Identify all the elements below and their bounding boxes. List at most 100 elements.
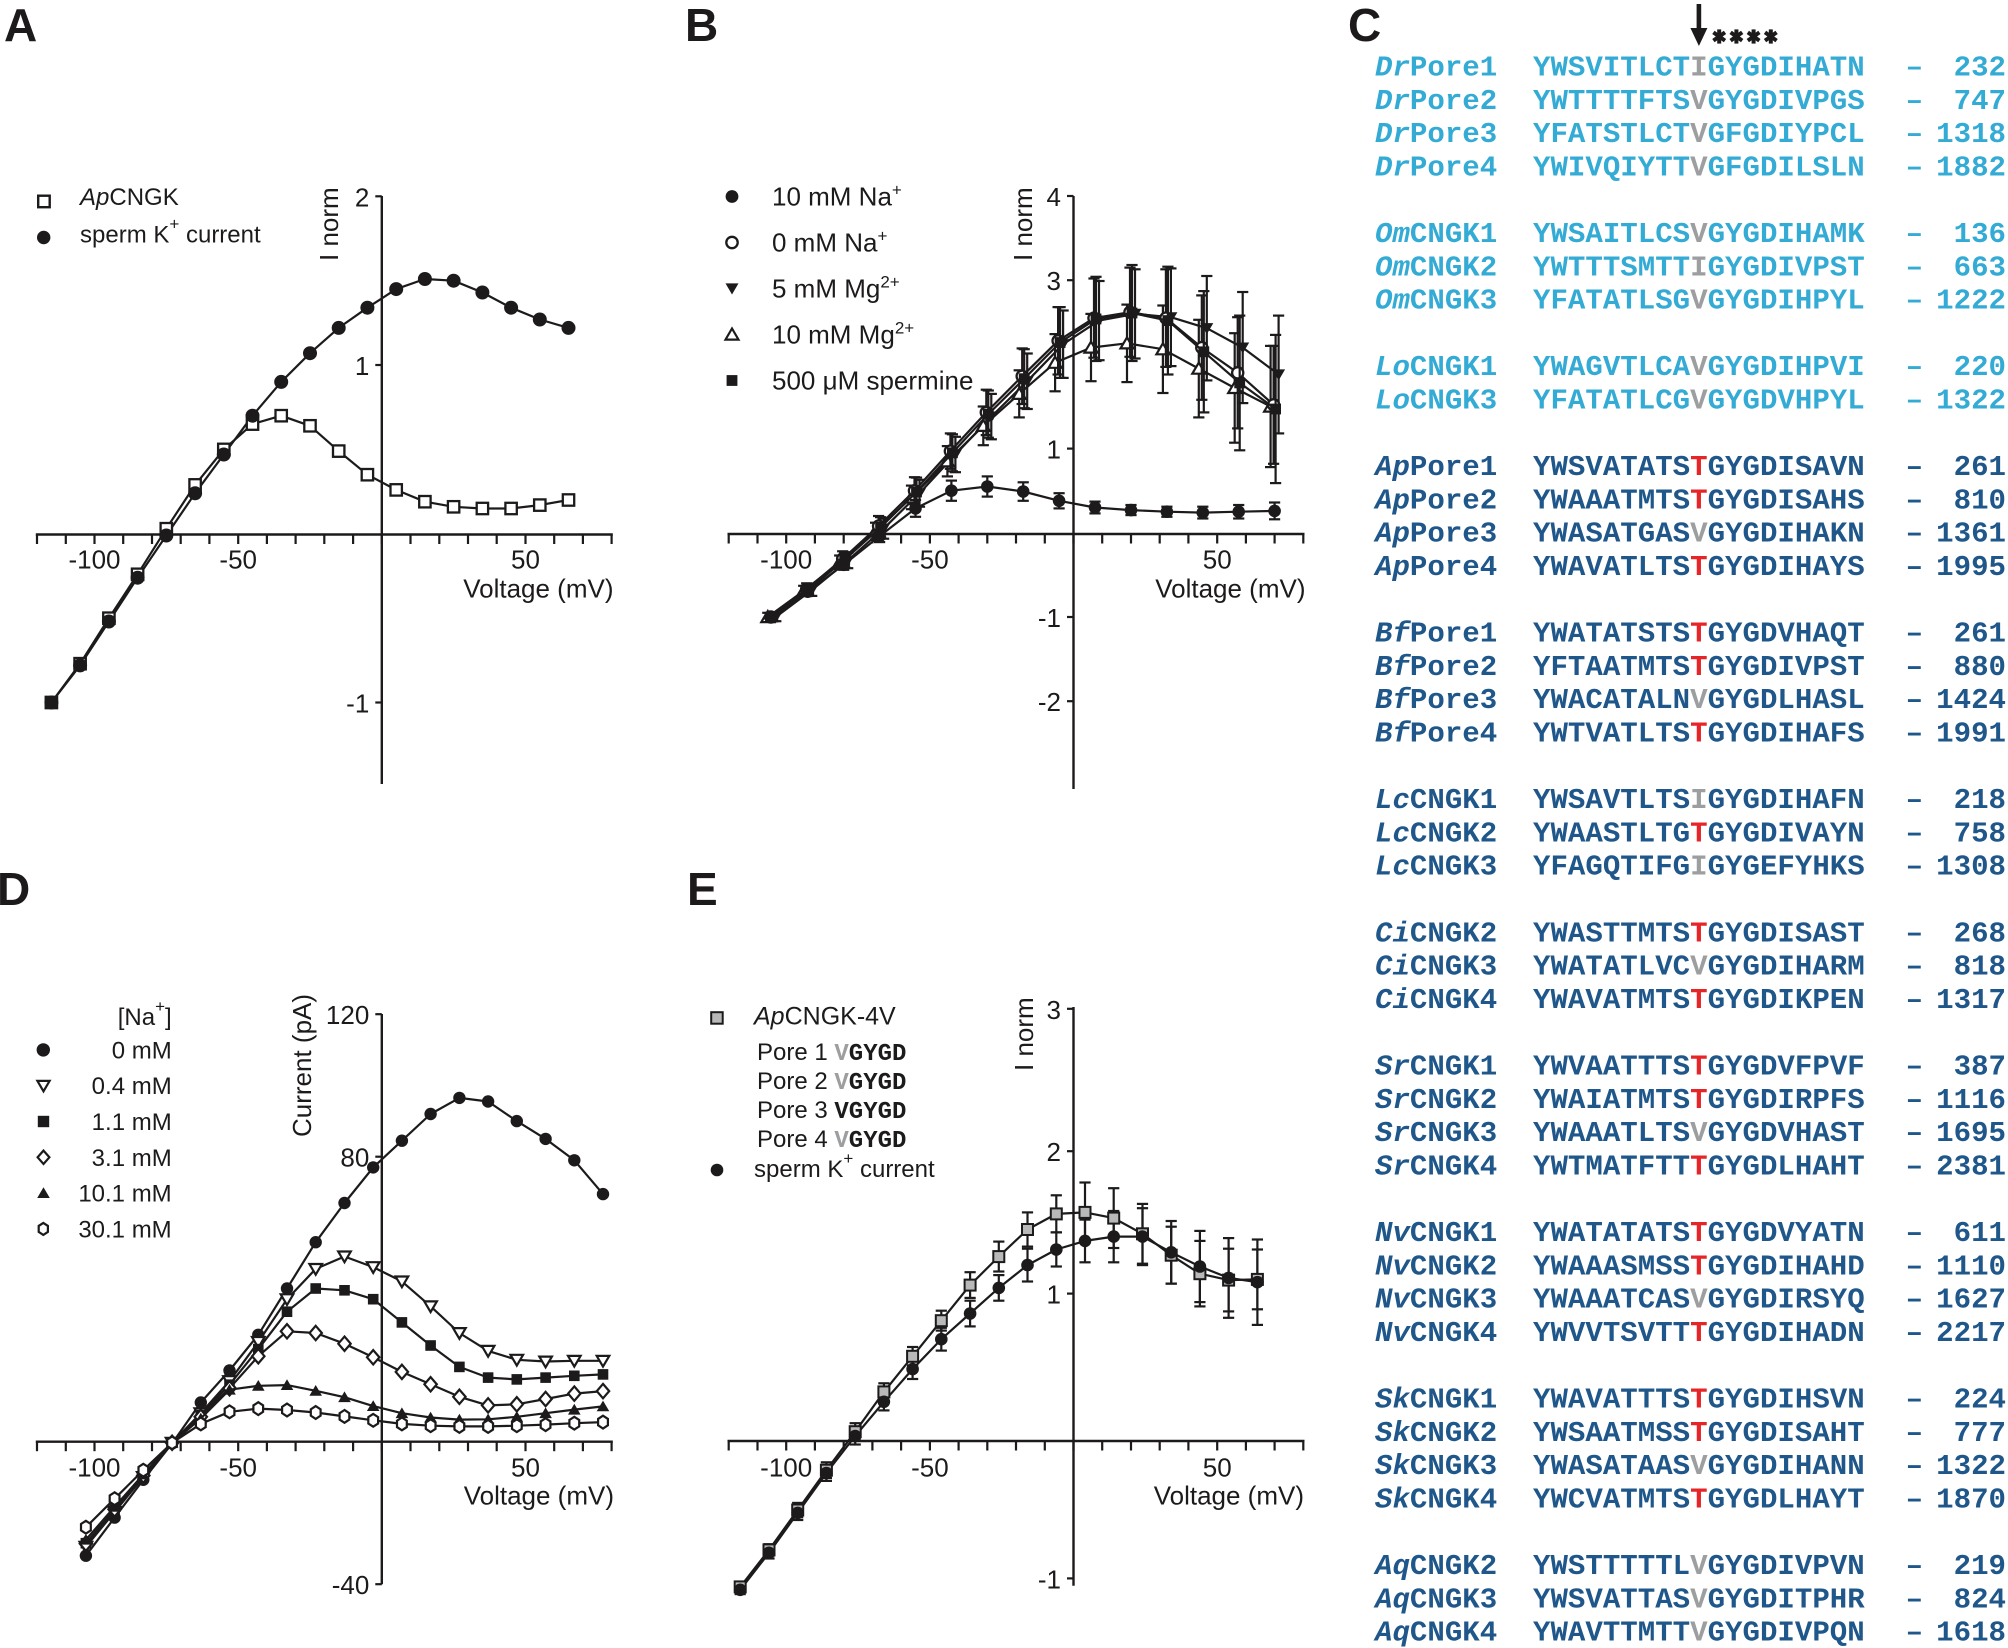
svg-text:–: –: [1906, 851, 1923, 884]
svg-text:ApPore3: ApPore3: [1373, 518, 1497, 551]
svg-text:GYGDVYATN: GYGDVYATN: [1708, 1217, 1865, 1250]
svg-text:BfPore2: BfPore2: [1375, 651, 1497, 684]
svg-text:CiCNGK2: CiCNGK2: [1375, 917, 1497, 950]
svg-text:136: 136: [1954, 218, 2006, 251]
svg-text:T: T: [1690, 651, 1707, 684]
svg-text:SrCNGK4: SrCNGK4: [1375, 1150, 1497, 1183]
svg-text:SrCNGK2: SrCNGK2: [1375, 1084, 1497, 1117]
svg-text:50: 50: [1203, 545, 1232, 575]
svg-text:–: –: [1906, 684, 1923, 717]
svg-text:NvCNGK1: NvCNGK1: [1375, 1217, 1497, 1250]
svg-text:–: –: [1906, 251, 1923, 284]
svg-text:758: 758: [1954, 817, 2006, 850]
svg-text:1870: 1870: [1936, 1483, 2006, 1516]
svg-text:GYGDIHAMK: GYGDIHAMK: [1708, 218, 1866, 251]
svg-text:GYGDIHAFS: GYGDIHAFS: [1708, 718, 1865, 751]
svg-text:GYGDLHASL: GYGDLHASL: [1708, 684, 1865, 717]
svg-text:–: –: [1906, 618, 1923, 651]
svg-text:–: –: [1906, 917, 1923, 950]
svg-text:2217: 2217: [1936, 1317, 2006, 1350]
svg-text:YWAVATLTS: YWAVATLTS: [1533, 551, 1690, 584]
svg-text:1627: 1627: [1936, 1284, 2006, 1317]
svg-text:220: 220: [1954, 351, 2006, 384]
svg-text:ApCNGK: ApCNGK: [78, 184, 179, 211]
svg-text:-100: -100: [68, 1452, 120, 1482]
svg-text:BfPore3: BfPore3: [1375, 684, 1497, 717]
svg-text:GYGDITPHR: GYGDITPHR: [1708, 1583, 1866, 1616]
svg-text:YFATATLCG: YFATATLCG: [1533, 385, 1690, 418]
svg-text:818: 818: [1954, 951, 2006, 984]
svg-text:4: 4: [1047, 182, 1061, 212]
svg-text:1424: 1424: [1936, 684, 2006, 717]
svg-text:T: T: [1690, 1317, 1707, 1350]
svg-text:3: 3: [1047, 995, 1061, 1025]
svg-text:–: –: [1906, 1284, 1923, 1317]
svg-text:–: –: [1906, 1217, 1923, 1250]
svg-text:219: 219: [1954, 1550, 2006, 1583]
svg-text:–: –: [1906, 651, 1923, 684]
svg-text:–: –: [1906, 484, 1923, 517]
svg-text:YWASATAAS: YWASATAAS: [1533, 1450, 1690, 1483]
svg-text:E: E: [687, 863, 718, 915]
svg-text:–: –: [1906, 285, 1923, 318]
svg-text:SkCNGK2: SkCNGK2: [1375, 1417, 1497, 1450]
svg-text:T: T: [1690, 1217, 1707, 1250]
svg-text:–: –: [1906, 1617, 1923, 1648]
svg-text:YWSTTTTTL: YWSTTTTTL: [1533, 1550, 1690, 1583]
svg-text:–: –: [1906, 451, 1923, 484]
svg-text:DrPore4: DrPore4: [1375, 151, 1497, 184]
svg-text:SkCNGK4: SkCNGK4: [1375, 1483, 1497, 1516]
svg-text:LcCNGK3: LcCNGK3: [1375, 851, 1497, 884]
svg-text:GYGDVFPVF: GYGDVFPVF: [1708, 1051, 1865, 1084]
svg-text:GYGDIRSYQ: GYGDIRSYQ: [1708, 1284, 1865, 1317]
svg-text:YWASATGAS: YWASATGAS: [1533, 518, 1690, 551]
svg-text:–: –: [1906, 1117, 1923, 1150]
svg-text:LoCNGK3: LoCNGK3: [1375, 385, 1497, 418]
svg-text:AqCNGK2: AqCNGK2: [1373, 1550, 1497, 1583]
svg-text:GYGDIHSVN: GYGDIHSVN: [1708, 1384, 1865, 1417]
svg-text:YWATATLVC: YWATATLVC: [1533, 951, 1690, 984]
svg-text:GYGEFYHKS: GYGEFYHKS: [1708, 851, 1865, 884]
svg-text:T: T: [1690, 1384, 1707, 1417]
svg-text:10 mM Na+: 10 mM Na+: [772, 181, 902, 212]
svg-text:30.1 mM: 30.1 mM: [78, 1216, 171, 1243]
svg-text:GYGDLHAHT: GYGDLHAHT: [1708, 1150, 1865, 1183]
svg-text:YWAAATLTS: YWAAATLTS: [1533, 1117, 1690, 1150]
svg-text:GYGDISAHT: GYGDISAHT: [1708, 1417, 1865, 1450]
svg-text:–: –: [1906, 1384, 1923, 1417]
svg-text:T: T: [1690, 1250, 1707, 1283]
svg-text:T: T: [1690, 1051, 1707, 1084]
svg-text:2: 2: [355, 182, 369, 212]
svg-text:YWATATSTS: YWATATSTS: [1533, 618, 1690, 651]
svg-text:880: 880: [1954, 651, 2006, 684]
svg-text:DrPore2: DrPore2: [1375, 85, 1497, 118]
svg-text:GFGDILSLN: GFGDILSLN: [1708, 151, 1865, 184]
svg-text:CiCNGK3: CiCNGK3: [1375, 951, 1497, 984]
svg-text:ApPore4: ApPore4: [1373, 551, 1497, 584]
svg-text:AqCNGK4: AqCNGK4: [1373, 1617, 1497, 1648]
svg-text:YWTTTTFTS: YWTTTTFTS: [1533, 85, 1690, 118]
svg-text:1318: 1318: [1936, 118, 2006, 151]
svg-text:GYGDIHAFN: GYGDIHAFN: [1708, 784, 1865, 817]
svg-text:T: T: [1690, 1483, 1707, 1516]
svg-text:NvCNGK4: NvCNGK4: [1375, 1317, 1497, 1350]
svg-text:1308: 1308: [1936, 851, 2006, 884]
svg-text:GYGDVHPYL: GYGDVHPYL: [1708, 385, 1865, 418]
svg-text:V: V: [1690, 1450, 1708, 1483]
svg-text:ApPore2: ApPore2: [1373, 484, 1497, 517]
svg-text:2: 2: [1047, 1137, 1061, 1167]
svg-text:DrPore3: DrPore3: [1375, 118, 1497, 151]
svg-text:1322: 1322: [1936, 1450, 2006, 1483]
svg-text:YWAAATMTS: YWAAATMTS: [1533, 484, 1690, 517]
svg-text:Voltage (mV): Voltage (mV): [1154, 1481, 1304, 1511]
svg-text:663: 663: [1954, 251, 2006, 284]
svg-text:LcCNGK1: LcCNGK1: [1375, 784, 1497, 817]
svg-text:-1: -1: [346, 689, 369, 719]
svg-text:-50: -50: [911, 1452, 949, 1482]
svg-text:sperm K+ current: sperm K+ current: [754, 1149, 935, 1183]
svg-text:T: T: [1690, 917, 1707, 950]
svg-text:Voltage (mV): Voltage (mV): [463, 574, 613, 604]
svg-text:T: T: [1690, 1417, 1707, 1450]
svg-text:–: –: [1906, 984, 1923, 1017]
svg-text:GYGDVHAQT: GYGDVHAQT: [1708, 618, 1865, 651]
